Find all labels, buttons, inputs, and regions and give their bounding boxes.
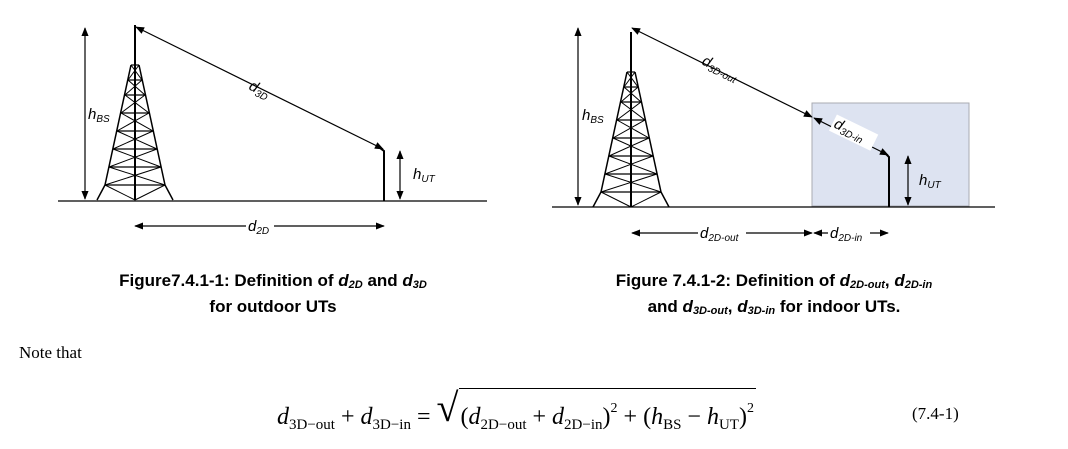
hut-label: hUT xyxy=(413,166,436,185)
d2d-in-label: d2D-in xyxy=(830,225,863,244)
d2d-out-label: d2D-out xyxy=(700,225,740,244)
equation: d3D−out + d3D−in = √ (d2D−out + d2D−in)2 … xyxy=(277,385,756,436)
caption-line-2: and d3D-out, d3D-in for indoor UTs. xyxy=(647,297,901,317)
hbs-label: hBS xyxy=(88,106,110,125)
figure2-caption: Figure 7.4.1-2: Definition of d2D-out, d… xyxy=(556,270,992,322)
equation-number: (7.4-1) xyxy=(912,404,959,423)
d3d-out-label: d3D-out xyxy=(698,52,742,86)
caption-line-1: Figure7.4.1-1: Definition of d2D and d3D xyxy=(119,271,427,291)
d3d-out-arrow xyxy=(631,27,813,118)
hbs-label: hBS xyxy=(582,107,604,126)
hut-label: hUT xyxy=(919,172,942,191)
bs-tower-icon xyxy=(592,31,670,208)
caption-line-2: for outdoor UTs xyxy=(209,297,337,316)
d2d-label: d2D xyxy=(248,218,269,237)
figure1-caption: Figure7.4.1-1: Definition of d2D and d3D… xyxy=(60,270,486,318)
ut-antenna xyxy=(379,147,385,201)
d3d-arrow xyxy=(135,26,384,150)
sqrt-expression: √ (d2D−out + d2D−in)2 + (hBS − hUT)2 xyxy=(437,385,756,445)
bs-tower-icon xyxy=(96,24,174,201)
figure-outdoor: hBS d3D hUT d2D xyxy=(58,24,487,237)
note-text: Note that xyxy=(19,343,82,362)
d3d-label: d3D xyxy=(245,77,272,103)
caption-line-1: Figure 7.4.1-2: Definition of d2D-out, d… xyxy=(615,271,933,291)
ut-antenna xyxy=(885,153,890,207)
figure-indoor: hBS d3D-out d3D-in hUT d2D-out d2D-in xyxy=(552,27,995,244)
